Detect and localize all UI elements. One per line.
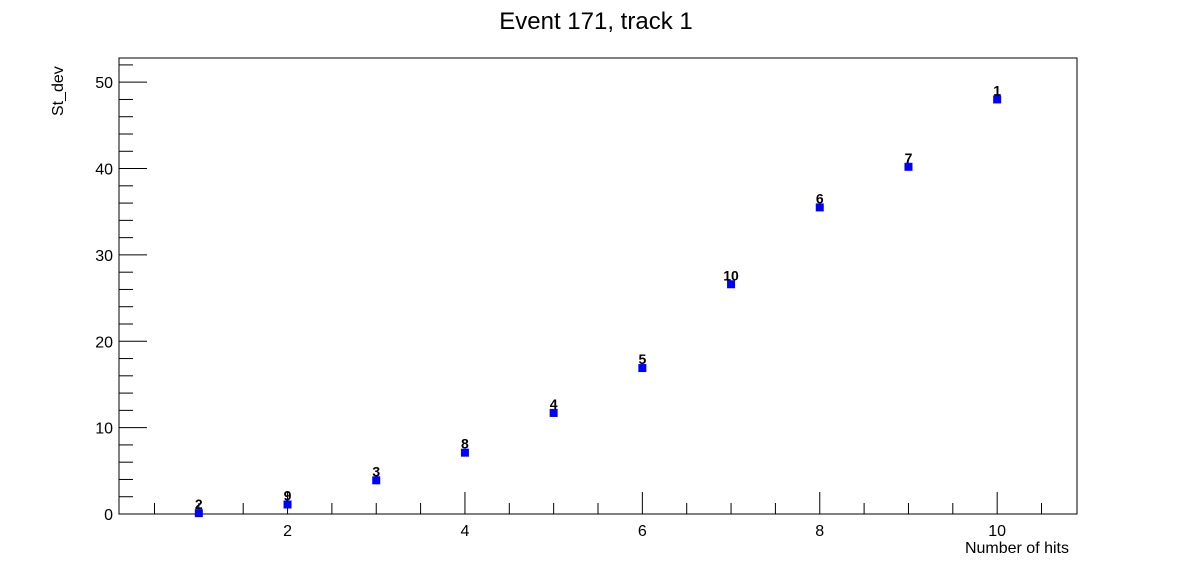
data-point [283, 500, 292, 509]
data-point [372, 476, 381, 485]
y-tick-label: 20 [95, 334, 113, 351]
y-tick-label: 50 [95, 75, 113, 92]
point-label: 5 [638, 351, 646, 367]
chart-title: Event 171, track 1 [499, 8, 692, 35]
data-point [194, 509, 203, 518]
data-point [638, 364, 647, 373]
x-axis-title: Number of hits [965, 540, 1069, 557]
data-points [194, 95, 1002, 518]
x-tick-label: 4 [460, 523, 469, 540]
data-point [904, 162, 913, 171]
data-point [993, 95, 1002, 104]
y-tick-label: 40 [95, 162, 113, 179]
x-tick-label: 6 [638, 523, 647, 540]
point-label: 8 [461, 436, 469, 452]
plot-frame [118, 57, 1078, 515]
point-label: 10 [723, 267, 739, 283]
data-point [460, 448, 469, 457]
point-labels: 2 9 3 8 4 5 10 6 7 1 [195, 82, 1001, 512]
point-label: 2 [195, 496, 203, 512]
x-tick-label: 10 [988, 523, 1006, 540]
point-label: 1 [993, 82, 1001, 98]
y-tick-label: 0 [104, 507, 113, 524]
point-label: 7 [905, 150, 913, 166]
data-point [727, 280, 736, 289]
data-point [815, 203, 824, 212]
point-label: 4 [550, 396, 558, 412]
point-label: 9 [284, 488, 292, 504]
y-tick-label: 10 [95, 421, 113, 438]
data-point [549, 408, 558, 417]
point-label: 6 [816, 190, 824, 206]
x-tick-label: 2 [283, 523, 292, 540]
y-axis-title: St_dev [50, 66, 67, 116]
x-tick-label: 8 [815, 523, 824, 540]
point-label: 3 [372, 463, 380, 479]
y-tick-label: 30 [95, 248, 113, 265]
y-axis: 0 10 20 30 40 50 [95, 64, 147, 524]
